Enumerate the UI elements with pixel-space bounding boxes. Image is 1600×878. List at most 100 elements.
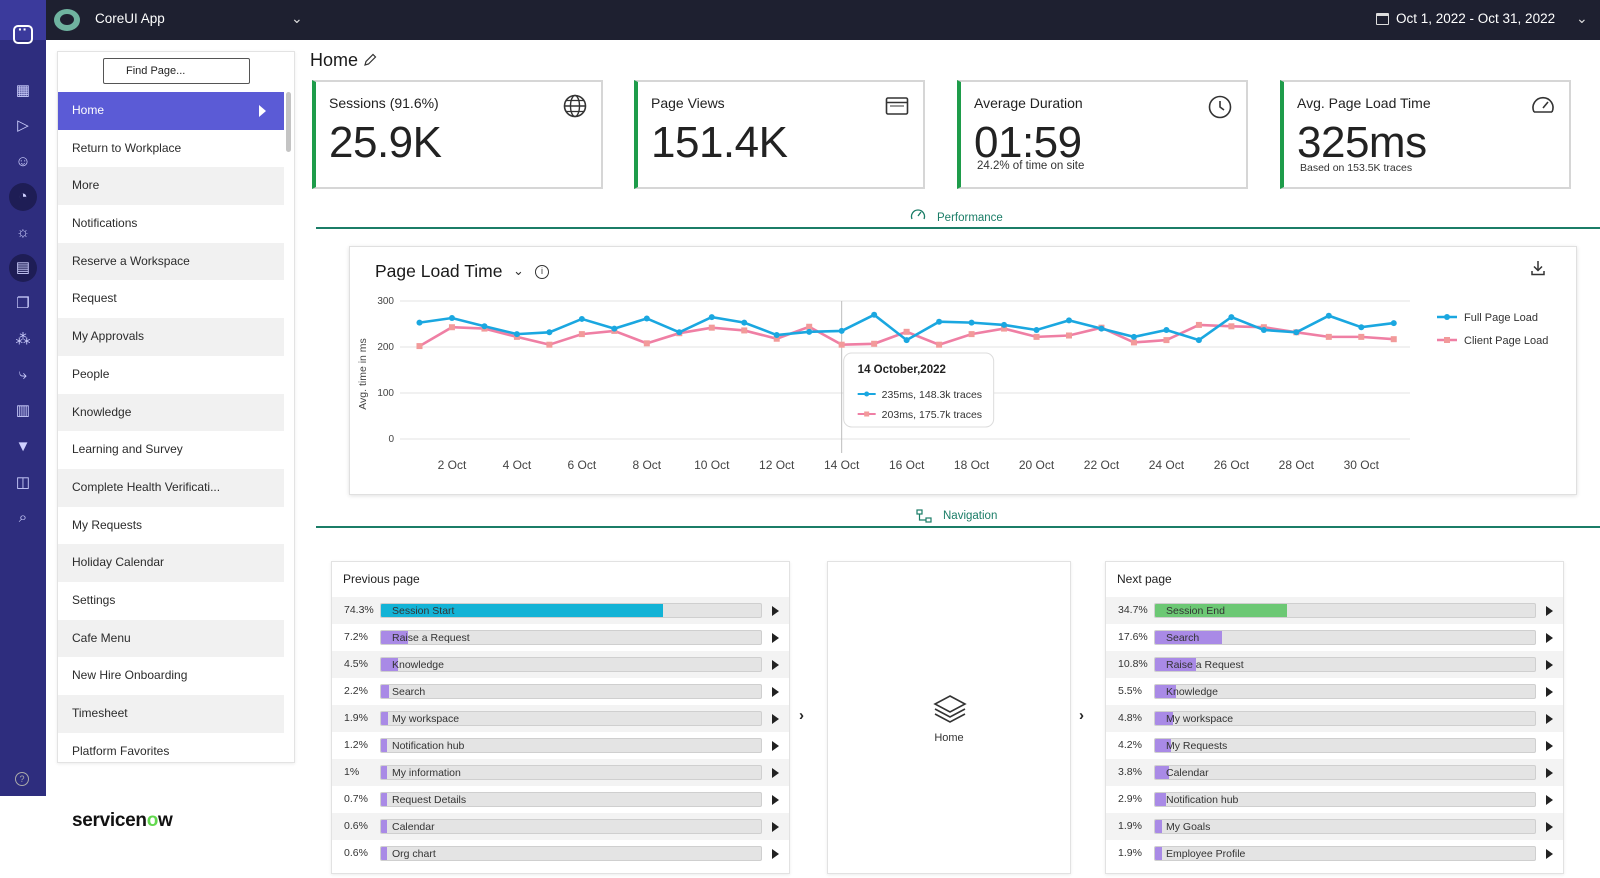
expand-arrow-icon[interactable] — [1546, 714, 1553, 724]
nav-row[interactable]: 7.2% Raise a Request — [332, 624, 789, 651]
app-switcher-chevron-icon[interactable]: ⌄ — [291, 10, 303, 26]
page-list-item[interactable]: Complete Health Verificati... — [58, 468, 284, 507]
expand-arrow-icon[interactable] — [772, 795, 779, 805]
expand-arrow-icon[interactable] — [1546, 768, 1553, 778]
nav-row[interactable]: 4.5% Knowledge — [332, 651, 789, 678]
funnel-icon[interactable]: ▼ — [15, 438, 31, 455]
nav-row[interactable]: 1.9% My workspace — [332, 705, 789, 732]
nav-row[interactable]: 1% My information — [332, 759, 789, 786]
expand-arrow-icon[interactable] — [1546, 795, 1553, 805]
expand-arrow-icon[interactable] — [772, 741, 779, 751]
nav-row[interactable]: 2.2% Search — [332, 678, 789, 705]
lightbulb-icon[interactable]: ☼ — [16, 224, 30, 241]
documents-icon[interactable]: ❐ — [16, 295, 30, 312]
nav-row[interactable]: 34.7% Session End — [1106, 597, 1563, 624]
page-list-item[interactable]: People — [58, 355, 284, 394]
nav-row-percent: 1.9% — [344, 712, 368, 724]
expand-arrow-icon[interactable] — [1546, 822, 1553, 832]
page-list-item[interactable]: My Requests — [58, 506, 284, 545]
nav-row[interactable]: 3.8% Calendar — [1106, 759, 1563, 786]
page-list-item[interactable]: My Approvals — [58, 318, 284, 356]
expand-arrow-icon[interactable] — [772, 822, 779, 832]
page-list-item[interactable]: New Hire Onboarding — [58, 657, 284, 695]
tooltip-marker — [864, 411, 870, 417]
analytics-icon[interactable]: ◔ — [9, 183, 37, 211]
x-tick-label: 8 Oct — [632, 458, 661, 472]
page-list-item[interactable]: Reserve a Workspace — [58, 242, 284, 281]
nav-row-page-name: Knowledge — [1166, 686, 1218, 698]
nav-row[interactable]: 0.6% Org chart — [332, 840, 789, 867]
expand-arrow-icon[interactable] — [772, 687, 779, 697]
expand-arrow-icon[interactable] — [1546, 633, 1553, 643]
nav-row[interactable]: 4.2% My Requests — [1106, 732, 1563, 759]
page-list-item[interactable]: Cafe Menu — [58, 619, 284, 658]
people-group-icon[interactable]: ☺ — [15, 153, 31, 170]
date-range-picker[interactable]: Oct 1, 2022 - Oct 31, 2022 — [1396, 11, 1556, 26]
kpi-page-load-time-card[interactable]: Avg. Page Load Time 325ms Based on 153.5… — [1280, 80, 1571, 189]
page-list-item[interactable]: More — [58, 167, 284, 206]
nav-row[interactable]: 4.8% My workspace — [1106, 705, 1563, 732]
expand-arrow-icon[interactable] — [772, 660, 779, 670]
nav-row[interactable]: 2.9% Notification hub — [1106, 786, 1563, 813]
expand-arrow-icon[interactable] — [772, 633, 779, 643]
kpi-sessions-card[interactable]: Sessions (91.6%) 25.9K — [312, 80, 603, 189]
app-home-icon[interactable] — [13, 21, 33, 44]
widgets-icon[interactable]: ◫ — [15, 474, 31, 491]
grid-icon[interactable]: ▦ — [15, 82, 31, 99]
expand-arrow-icon[interactable] — [772, 768, 779, 778]
page-list-item[interactable]: Return to Workplace — [58, 129, 284, 168]
nav-row[interactable]: 17.6% Search — [1106, 624, 1563, 651]
page-list-item[interactable]: Settings — [58, 581, 284, 620]
page-icon[interactable]: ▤ — [9, 254, 37, 282]
kpi-subtitle: 24.2% of time on site — [977, 160, 1085, 172]
section-divider — [316, 227, 1600, 229]
page-list-item[interactable]: Request — [58, 280, 284, 319]
nav-row[interactable]: 10.8% Raise a Request — [1106, 651, 1563, 678]
nav-row[interactable]: 1.9% My Goals — [1106, 813, 1563, 840]
page-list-item[interactable]: Learning and Survey — [58, 431, 284, 469]
nav-row-bar-fill — [1155, 685, 1176, 698]
page-list-item[interactable]: Home — [58, 92, 284, 130]
expand-arrow-icon[interactable] — [772, 849, 779, 859]
nav-row[interactable]: 0.7% Request Details — [332, 786, 789, 813]
app-title[interactable]: CoreUI App — [95, 11, 165, 26]
nav-row-bar-fill — [1155, 604, 1287, 617]
nav-row[interactable]: 1.2% Notification hub — [332, 732, 789, 759]
page-list-scrollbar[interactable] — [286, 92, 291, 152]
expand-arrow-icon[interactable] — [1546, 849, 1553, 859]
pencil-icon[interactable] — [362, 52, 378, 68]
nav-row[interactable]: 5.5% Knowledge — [1106, 678, 1563, 705]
chart-options-chevron-icon[interactable]: ⌄ — [513, 263, 524, 278]
nav-row-percent: 34.7% — [1118, 604, 1148, 616]
expand-arrow-icon[interactable] — [772, 606, 779, 616]
nav-row-bar: Knowledge — [380, 657, 762, 672]
page-list-item[interactable]: Knowledge — [58, 393, 284, 432]
kpi-page-views-card[interactable]: Page Views 151.4K — [634, 80, 925, 189]
help-icon[interactable]: ? — [15, 772, 29, 786]
nav-row-bar: My information — [380, 765, 762, 780]
nav-row-bar: Session End — [1154, 603, 1536, 618]
download-icon[interactable] — [1529, 259, 1547, 277]
kpi-average-duration-card[interactable]: Average Duration 01:59 24.2% of time on … — [957, 80, 1248, 189]
expand-arrow-icon[interactable] — [1546, 741, 1553, 751]
play-icon[interactable]: ▷ — [17, 117, 29, 134]
hierarchy-icon[interactable]: ⁂ — [15, 331, 31, 348]
nav-row-page-name: Search — [392, 686, 426, 698]
search-analytics-icon[interactable]: ⌕ — [18, 509, 28, 526]
info-icon[interactable]: i — [535, 265, 549, 279]
nav-row[interactable]: 74.3% Session Start — [332, 597, 789, 624]
page-list-item[interactable]: Platform Favorites — [58, 732, 284, 762]
expand-arrow-icon[interactable] — [1546, 660, 1553, 670]
nav-row[interactable]: 0.6% Calendar — [332, 813, 789, 840]
page-list-item[interactable]: Holiday Calendar — [58, 544, 284, 582]
expand-arrow-icon[interactable] — [1546, 687, 1553, 697]
find-page-input[interactable] — [103, 58, 250, 84]
bar-chart-icon[interactable]: ▥ — [15, 402, 31, 419]
nav-row[interactable]: 1.9% Employee Profile — [1106, 840, 1563, 867]
date-range-chevron-icon[interactable]: ⌄ — [1576, 10, 1588, 26]
page-list-item[interactable]: Timesheet — [58, 695, 284, 733]
flow-icon[interactable]: ⤷ — [18, 366, 28, 383]
expand-arrow-icon[interactable] — [1546, 606, 1553, 616]
page-list-item[interactable]: Notifications — [58, 205, 284, 243]
expand-arrow-icon[interactable] — [772, 714, 779, 724]
